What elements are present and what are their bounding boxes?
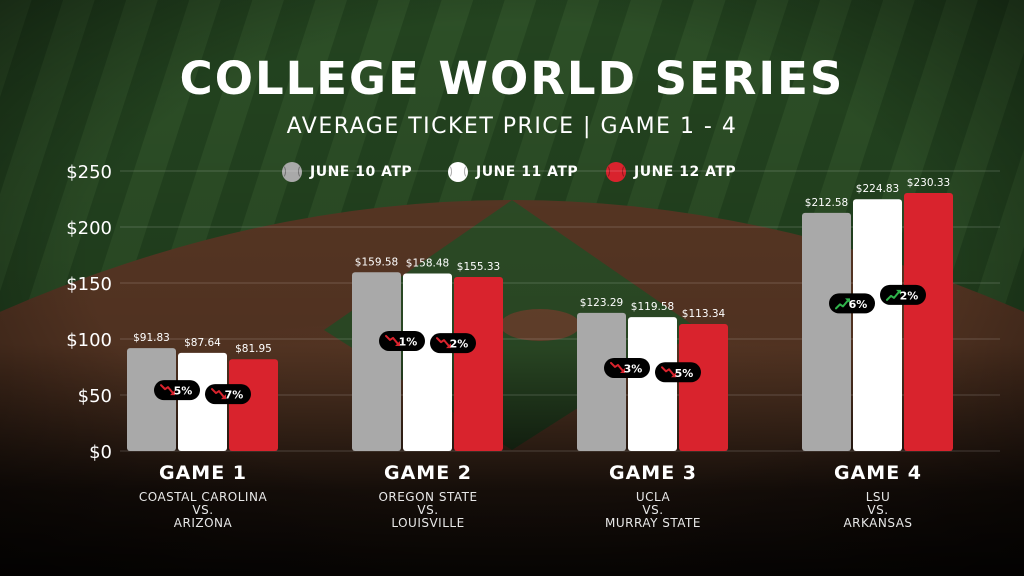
baseball-icon xyxy=(282,162,302,182)
bar-value-label: $81.95 xyxy=(235,343,272,355)
change-percent-label: 1% xyxy=(399,335,418,348)
bar-value-label: $158.48 xyxy=(406,258,449,270)
bar-value-label: $87.64 xyxy=(184,337,221,349)
trend-down-icon xyxy=(436,337,450,348)
y-tick-label: $50 xyxy=(78,386,112,407)
change-badge xyxy=(655,362,701,383)
y-tick-label: $150 xyxy=(66,274,112,295)
bar xyxy=(403,273,452,451)
change-percent-label: 7% xyxy=(225,389,244,402)
versus-text: VS. xyxy=(867,503,889,517)
bar xyxy=(352,272,401,451)
team-name: MURRAY STATE xyxy=(605,516,701,530)
chart-subtitle: AVERAGE TICKET PRICE | GAME 1 - 4 xyxy=(286,114,738,139)
legend-item-june-11: JUNE 11 ATP xyxy=(448,160,578,184)
bar xyxy=(229,359,278,451)
trend-down-icon xyxy=(211,388,225,399)
change-percent-label: 5% xyxy=(675,367,694,380)
trend-down-icon xyxy=(385,334,399,345)
y-tick-label: $100 xyxy=(66,330,112,351)
trend-down-icon xyxy=(446,343,451,349)
chart-title: COLLEGE WORLD SERIES xyxy=(179,52,845,105)
trend-down-icon xyxy=(170,390,175,396)
versus-text: VS. xyxy=(192,503,214,517)
trend-up-icon xyxy=(835,299,849,310)
y-tick-label: $0 xyxy=(89,442,112,463)
trend-down-icon xyxy=(160,384,174,395)
legend-label: JUNE 10 ATP xyxy=(310,164,413,180)
change-badge xyxy=(829,293,875,314)
y-tick-label: $200 xyxy=(66,218,112,239)
trend-up-icon xyxy=(886,290,900,301)
bar xyxy=(802,212,851,451)
trend-up-icon xyxy=(896,289,901,295)
matchup: OREGON STATE VS. LOUISVILLE xyxy=(328,491,528,530)
change-percent-label: 5% xyxy=(174,385,193,398)
change-badge xyxy=(430,333,476,354)
trend-down-icon xyxy=(661,366,675,377)
bar-value-label: $224.83 xyxy=(856,183,899,195)
team-name: OREGON STATE xyxy=(378,490,478,504)
change-badge xyxy=(880,284,926,305)
trend-down-icon xyxy=(610,361,624,372)
bar xyxy=(577,312,626,451)
legend-label: JUNE 11 ATP xyxy=(476,164,579,180)
matchup: LSU VS. ARKANSAS xyxy=(778,491,978,530)
bar-value-label: $123.29 xyxy=(580,297,623,309)
bar xyxy=(679,324,728,451)
legend-label: JUNE 12 ATP xyxy=(634,164,737,180)
y-tick-label: $250 xyxy=(66,162,112,183)
change-percent-label: 3% xyxy=(624,362,643,375)
team-name: UCLA xyxy=(635,490,671,504)
bar-value-label: $159.58 xyxy=(355,256,398,268)
change-badge xyxy=(205,384,251,405)
bar xyxy=(178,352,227,451)
change-badge xyxy=(379,330,425,351)
team-name: LSU xyxy=(865,490,891,504)
game-label: GAME 2 xyxy=(383,462,473,484)
trend-down-icon xyxy=(620,367,625,373)
bar-value-label: $91.83 xyxy=(133,332,170,344)
bar xyxy=(853,199,902,451)
change-badge xyxy=(604,357,650,378)
bar-value-label: $212.58 xyxy=(805,197,848,209)
legend-item-june-10: JUNE 10 ATP xyxy=(282,160,412,184)
legend-item-june-12: JUNE 12 ATP xyxy=(606,160,736,184)
team-name: ARIZONA xyxy=(173,516,233,530)
trend-down-icon xyxy=(671,372,676,378)
change-percent-label: 2% xyxy=(900,289,919,302)
change-badge xyxy=(154,380,200,401)
game-label: GAME 3 xyxy=(608,462,698,484)
bar xyxy=(904,193,953,451)
game-label: GAME 4 xyxy=(833,462,923,484)
trend-up-icon xyxy=(845,298,850,304)
bar-value-label: $155.33 xyxy=(457,261,500,273)
versus-text: VS. xyxy=(417,503,439,517)
bar xyxy=(127,348,176,451)
team-name: LOUISVILLE xyxy=(391,516,465,530)
trend-down-icon xyxy=(221,394,226,400)
bar xyxy=(454,277,503,451)
bar-value-label: $230.33 xyxy=(907,177,950,189)
baseball-icon xyxy=(606,162,626,182)
versus-text: VS. xyxy=(642,503,664,517)
change-percent-label: 2% xyxy=(450,338,469,351)
bar-value-label: $119.58 xyxy=(631,301,674,313)
bar-value-label: $113.34 xyxy=(682,308,726,320)
baseball-icon xyxy=(448,162,468,182)
matchup: COASTAL CAROLINA VS. ARIZONA xyxy=(103,491,303,530)
matchup: UCLA VS. MURRAY STATE xyxy=(553,491,753,530)
team-name: COASTAL CAROLINA xyxy=(138,490,268,504)
trend-down-icon xyxy=(395,340,400,346)
game-label: GAME 1 xyxy=(158,462,248,484)
bar xyxy=(628,317,677,451)
change-percent-label: 6% xyxy=(849,298,868,311)
team-name: ARKANSAS xyxy=(843,516,913,530)
